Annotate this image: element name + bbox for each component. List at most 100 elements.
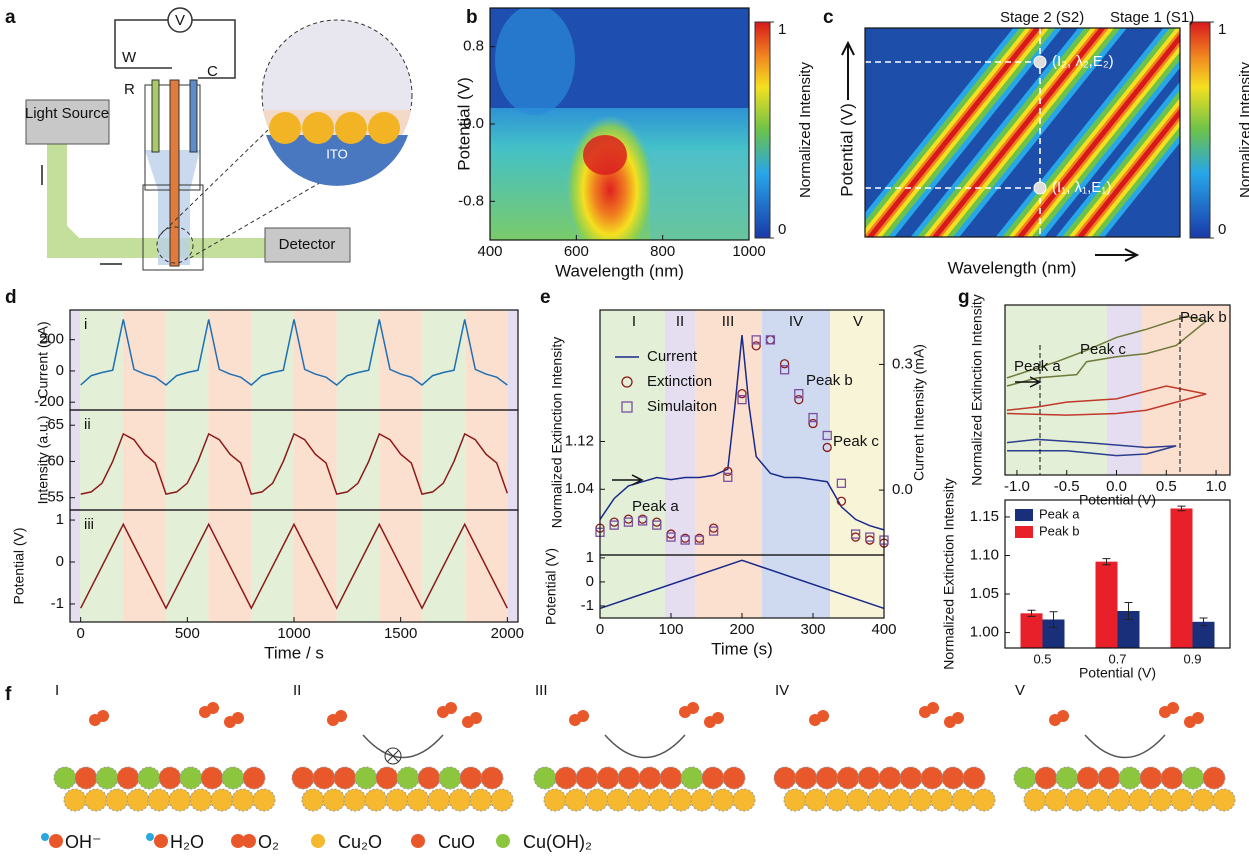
error-bar <box>1124 602 1133 620</box>
atom <box>469 788 493 812</box>
atom <box>606 788 630 812</box>
band <box>465 310 508 622</box>
atom <box>417 766 441 790</box>
y2-tick-label: 0.0 <box>892 481 913 498</box>
atom <box>1170 788 1194 812</box>
y-axis-label: Potential (V) <box>454 77 473 171</box>
y-tick-label: 55 <box>47 489 64 506</box>
x-tick-label: 300 <box>800 621 825 638</box>
heatmap-region <box>583 135 627 175</box>
y-tick-label: 0.0 <box>463 115 484 132</box>
legend-label: Peak b <box>1039 523 1079 538</box>
legend-icon <box>49 834 63 848</box>
marker <box>680 535 690 545</box>
atom <box>1160 766 1184 790</box>
band <box>294 310 337 622</box>
atom <box>627 788 651 812</box>
atom <box>126 788 150 812</box>
error-bar <box>1199 617 1208 627</box>
band <box>422 310 466 622</box>
atom <box>1128 788 1152 812</box>
voltmeter <box>167 7 193 33</box>
atom <box>1097 766 1121 790</box>
legend-icon <box>231 834 245 848</box>
molecule <box>687 702 699 714</box>
x-tick-label: 1000 <box>732 243 765 260</box>
atom <box>909 788 933 812</box>
line <box>599 335 885 531</box>
y-tick-label: 0 <box>56 362 64 379</box>
marker <box>637 516 648 526</box>
x-axis-label: Wavelength (nm) <box>555 261 684 280</box>
annotation: I <box>632 313 636 330</box>
legend-label: Cu(OH)₂ <box>523 832 592 852</box>
x-tick-label: 1000 <box>277 625 310 642</box>
stage-label: III <box>535 682 548 699</box>
guide-line <box>1039 315 1181 475</box>
marker <box>737 394 747 405</box>
band <box>80 310 123 622</box>
atom <box>63 788 87 812</box>
particle <box>302 112 334 144</box>
marker <box>751 341 761 351</box>
reaction-arrow <box>1084 734 1166 759</box>
legend-label: Simulaiton <box>647 398 717 415</box>
atom <box>291 766 315 790</box>
panel-label: f <box>5 684 12 705</box>
x-tick-label: 1500 <box>384 625 417 642</box>
marker <box>836 496 847 506</box>
atom <box>1202 766 1226 790</box>
x-tick-label: 1.0 <box>1206 478 1227 495</box>
atom <box>962 766 986 790</box>
heatmap-region <box>650 150 749 240</box>
atom <box>301 788 325 812</box>
annotation: Peak c <box>1080 341 1126 358</box>
marker <box>765 335 776 345</box>
molecule <box>1057 710 1069 722</box>
x-tick-label: 0.5 <box>1156 478 1177 495</box>
atom <box>920 766 944 790</box>
atom <box>638 766 662 790</box>
annotation: III <box>722 313 735 330</box>
atom <box>333 766 357 790</box>
atom <box>554 766 578 790</box>
x-tick-label: 0 <box>76 625 84 642</box>
legend-icon <box>146 833 154 841</box>
y-tick-label: 1.05 <box>970 585 999 602</box>
panel-label: g <box>958 287 970 308</box>
x-axis-label: Wavelength (nm) <box>948 258 1077 277</box>
atom <box>783 788 807 812</box>
bands <box>70 305 1230 622</box>
atom <box>1107 788 1131 812</box>
x-tick-label: 400 <box>477 243 502 260</box>
atom <box>343 788 367 812</box>
stripe <box>866 28 1041 237</box>
x-tick-label: -0.5 <box>1054 478 1080 495</box>
stage-label: I <box>55 682 59 699</box>
light-source <box>25 99 110 145</box>
atom <box>857 766 881 790</box>
atom <box>1191 788 1215 812</box>
marker <box>652 520 662 530</box>
atom <box>690 788 714 812</box>
stage-label: II <box>293 682 301 699</box>
atom <box>732 788 756 812</box>
stage-label: IV <box>775 682 789 699</box>
legend-swatch <box>1015 526 1033 538</box>
atom <box>836 766 860 790</box>
bar <box>1117 611 1140 648</box>
annotation: Peak b <box>806 372 853 389</box>
atom <box>888 788 912 812</box>
y-tick-label: 0 <box>56 553 64 570</box>
line <box>1006 438 1177 457</box>
annotation: (I₂, λ₂,E₂) <box>1052 53 1114 70</box>
y-axis-label: Potential (V) <box>543 548 559 625</box>
electrode-label: W <box>122 49 137 66</box>
band <box>1005 305 1107 475</box>
legend-label: Current <box>647 348 698 365</box>
atom <box>701 766 725 790</box>
band <box>165 310 209 622</box>
bar <box>1042 619 1065 648</box>
panel-label: d <box>5 287 17 308</box>
atom <box>385 788 409 812</box>
